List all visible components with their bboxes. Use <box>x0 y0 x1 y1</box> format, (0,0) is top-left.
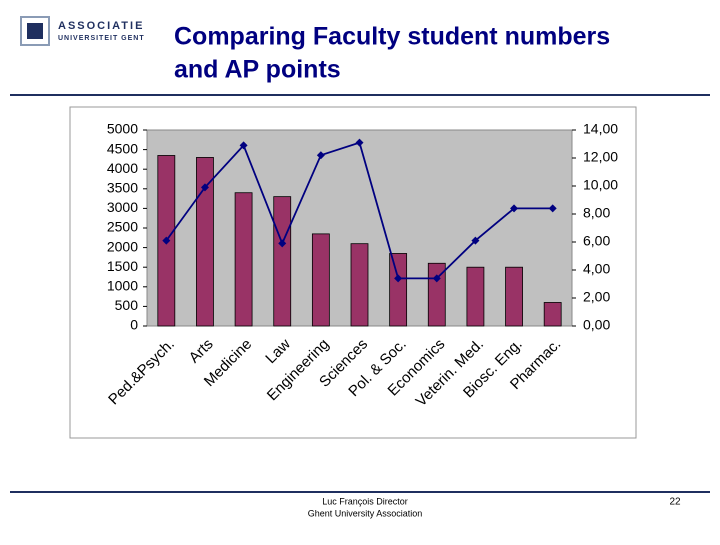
line-marker <box>510 204 519 213</box>
line-marker <box>394 274 403 283</box>
footer-text: Luc François Director <box>322 496 408 506</box>
y2-tick-label: 10,00 <box>583 177 618 193</box>
y-tick-label: 4000 <box>107 160 138 176</box>
y-tick-label: 4500 <box>107 140 138 156</box>
title: and AP points <box>174 56 341 84</box>
logo-frame <box>20 16 50 46</box>
line-marker <box>432 274 441 283</box>
line-marker <box>278 239 287 248</box>
page-number: 22 <box>669 497 681 508</box>
y2-tick-label: 6,00 <box>583 233 610 249</box>
y-tick-label: 2500 <box>107 219 138 235</box>
bar <box>543 302 562 327</box>
y2-tick-label: 12,00 <box>583 149 618 165</box>
line-marker <box>239 141 248 150</box>
y2-tick-label: 2,00 <box>583 289 610 305</box>
y-tick-label: 500 <box>115 297 139 313</box>
bar <box>234 192 253 327</box>
title: Comparing Faculty student numbers <box>174 23 610 51</box>
line-marker <box>548 204 557 213</box>
logo-square <box>27 23 43 39</box>
y2-tick-label: 4,00 <box>583 261 610 277</box>
line-marker <box>316 151 325 160</box>
logo-text: ASSOCIATIE <box>58 20 144 32</box>
line-marker <box>471 236 480 245</box>
logo-subtext: UNIVERSITEIT GENT <box>58 35 145 42</box>
bar <box>350 243 369 327</box>
y-tick-label: 2000 <box>107 238 138 254</box>
y-tick-label: 0 <box>130 317 138 333</box>
line-marker <box>200 183 209 192</box>
y-tick-label: 3000 <box>107 199 138 215</box>
line-marker <box>162 236 171 245</box>
bar <box>311 233 330 327</box>
footer-text: Ghent University Association <box>308 508 423 518</box>
y-tick-label: 1000 <box>107 278 138 294</box>
y-tick-label: 1500 <box>107 258 138 274</box>
y2-tick-label: 14,00 <box>583 121 618 137</box>
bar <box>196 157 214 327</box>
bar <box>389 253 408 327</box>
bar <box>273 196 292 327</box>
y2-tick-label: 0,00 <box>583 317 610 333</box>
line-marker <box>355 138 364 147</box>
y-tick-label: 3500 <box>107 180 138 196</box>
y-tick-label: 5000 <box>107 121 138 137</box>
logo <box>20 16 50 46</box>
y2-tick-label: 8,00 <box>583 205 610 221</box>
bar <box>505 266 523 327</box>
bar <box>466 266 485 327</box>
